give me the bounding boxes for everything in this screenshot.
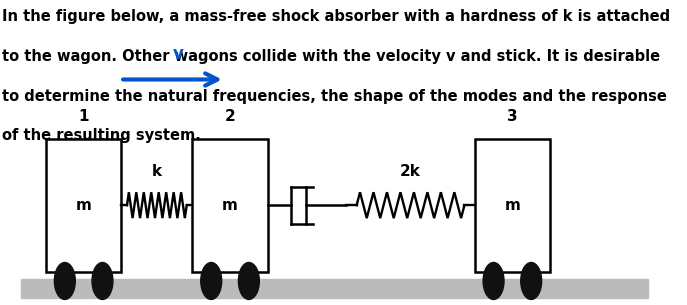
Text: m: m — [504, 198, 520, 213]
Text: 1: 1 — [78, 109, 89, 124]
Text: of the resulting system.: of the resulting system. — [2, 128, 201, 143]
Text: to determine the natural frequencies, the shape of the modes and the response: to determine the natural frequencies, th… — [2, 89, 667, 104]
Text: 2: 2 — [225, 109, 236, 124]
Circle shape — [483, 263, 504, 300]
Text: m: m — [222, 198, 238, 213]
Circle shape — [201, 263, 222, 300]
Text: 3: 3 — [507, 109, 518, 124]
Circle shape — [92, 263, 113, 300]
Text: k: k — [152, 164, 162, 179]
Bar — [46, 139, 122, 272]
Circle shape — [238, 263, 259, 300]
Bar — [192, 139, 268, 272]
Text: to the wagon. Other wagons collide with the velocity v and stick. It is desirabl: to the wagon. Other wagons collide with … — [2, 49, 660, 64]
Bar — [475, 139, 550, 272]
Circle shape — [521, 263, 541, 300]
Text: v: v — [172, 45, 183, 63]
Text: 2k: 2k — [400, 164, 421, 179]
Text: In the figure below, a mass-free shock absorber with a hardness of k is attached: In the figure below, a mass-free shock a… — [2, 9, 671, 24]
Text: m: m — [76, 198, 91, 213]
Bar — [21, 279, 649, 298]
Circle shape — [54, 263, 76, 300]
